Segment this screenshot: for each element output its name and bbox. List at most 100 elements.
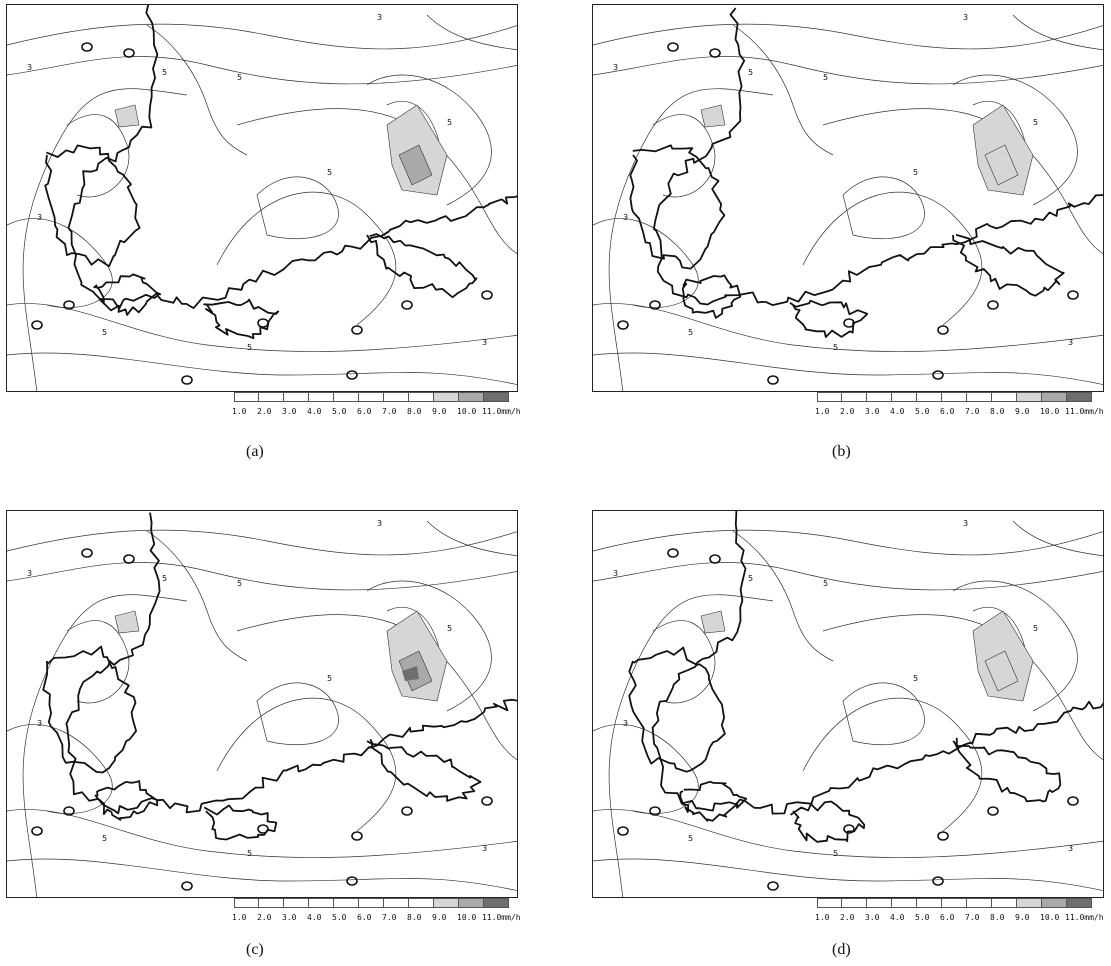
coastline	[629, 144, 726, 270]
legend-label: 11.0mm/h	[1065, 407, 1104, 416]
contour-line	[7, 56, 517, 85]
contour-line	[7, 724, 113, 814]
contour-line	[7, 529, 517, 556]
contour-label: 5	[748, 68, 753, 77]
contour-label: 5	[823, 579, 828, 588]
legend-label: 7.0	[382, 913, 397, 922]
island	[481, 796, 493, 806]
contour-label: 5	[833, 343, 838, 352]
coastline	[681, 274, 742, 319]
contour-line	[236, 108, 517, 254]
contour-line	[66, 620, 130, 704]
contour-label: 3	[27, 63, 32, 72]
island	[617, 320, 629, 330]
legend-label: 5.0	[915, 407, 930, 416]
legend-label: 9.0	[1015, 407, 1030, 416]
legend-swatch	[334, 898, 359, 908]
rainfall-shade-medium	[984, 650, 1019, 692]
contour-line	[608, 594, 774, 897]
contour-label: 3	[1068, 338, 1073, 347]
rainfall-shade-light	[114, 104, 140, 128]
legend-label: 10.0	[1040, 913, 1060, 922]
legend-swatch	[284, 392, 309, 402]
legend-swatch	[967, 392, 992, 402]
legend-swatch	[434, 392, 459, 402]
island	[257, 318, 269, 328]
contour-label: 3	[37, 213, 42, 222]
contour-line	[608, 88, 774, 391]
legend-d	[817, 898, 1092, 910]
contour-line	[593, 724, 699, 814]
island	[649, 300, 661, 310]
legend-label: 2.0	[840, 913, 855, 922]
island	[31, 320, 43, 330]
island	[1067, 796, 1079, 806]
legend-swatch	[409, 898, 434, 908]
coastline	[789, 299, 869, 338]
island	[617, 826, 629, 836]
coastline	[203, 804, 278, 841]
legend-swatch	[259, 898, 284, 908]
contour-line	[593, 56, 1103, 85]
contour-line	[842, 682, 925, 746]
island	[481, 290, 493, 300]
legend-label: 3.0	[865, 407, 880, 416]
legend-label: 11.0mm/h	[1065, 913, 1104, 922]
legend-label: 1.0	[232, 407, 247, 416]
legend-label: 2.0	[840, 407, 855, 416]
contour-line	[7, 858, 517, 891]
contour-label: 5	[823, 73, 828, 82]
island	[351, 831, 363, 841]
island	[932, 876, 944, 886]
rainfall-shade-light	[700, 104, 726, 128]
legend-swatch	[434, 898, 459, 908]
legend-label: 9.0	[432, 407, 447, 416]
contour-line	[216, 697, 397, 832]
legend-swatch	[309, 898, 334, 908]
legend-label: 6.0	[940, 407, 955, 416]
legend-swatch	[992, 392, 1017, 402]
legend-a	[234, 392, 509, 404]
contour-line	[22, 594, 188, 897]
contour-line	[66, 114, 130, 198]
legend-swatch	[259, 392, 284, 402]
panel-d: 5 5 5 5 3 5 5 3 3 3 1.0 2.0 3.0 4.0 5.0 6.0 7.0 8.0 9.0 10…	[592, 510, 1107, 930]
legend-label: 3.0	[282, 913, 297, 922]
legend-swatch	[817, 392, 842, 402]
island	[181, 881, 193, 891]
legend-label: 10.0	[457, 913, 477, 922]
legend-swatch	[234, 392, 259, 402]
legend-label: 9.0	[432, 913, 447, 922]
legend-label: 4.0	[307, 407, 322, 416]
contour-line	[802, 697, 983, 832]
legend-swatch	[842, 392, 867, 402]
legend-swatch	[359, 392, 384, 402]
legend-label: 5.0	[332, 407, 347, 416]
contour-line	[1012, 520, 1103, 557]
contour-label: 5	[162, 68, 167, 77]
legend-swatch	[1067, 392, 1092, 402]
contour-label: 5	[1033, 118, 1038, 127]
island	[123, 554, 135, 564]
contour-line	[256, 682, 339, 746]
map-b: 5 5 5 5 3 5 5 3 3 3	[592, 4, 1104, 392]
contour-label: 5	[237, 73, 242, 82]
island	[1067, 290, 1079, 300]
contour-label: 5	[688, 834, 693, 843]
legend-label: 2.0	[257, 913, 272, 922]
legend-label: 7.0	[965, 407, 980, 416]
island	[843, 824, 855, 834]
island	[81, 548, 93, 558]
legend-swatch	[817, 898, 842, 908]
island	[709, 48, 721, 58]
contour-line	[952, 74, 1078, 206]
contour-line	[236, 614, 517, 760]
rainfall-shade-light	[700, 610, 726, 634]
panel-b: 5 5 5 5 3 5 5 3 3 3 1.0 2.0 3.0 4.0 5.0 6.0 7.0 8.0 9.0 10…	[592, 4, 1107, 424]
island	[932, 370, 944, 380]
contour-line	[593, 218, 699, 308]
contour-line	[652, 620, 716, 704]
legend-swatch	[942, 898, 967, 908]
contour-label: 3	[482, 844, 487, 853]
contour-label: 5	[247, 849, 252, 858]
